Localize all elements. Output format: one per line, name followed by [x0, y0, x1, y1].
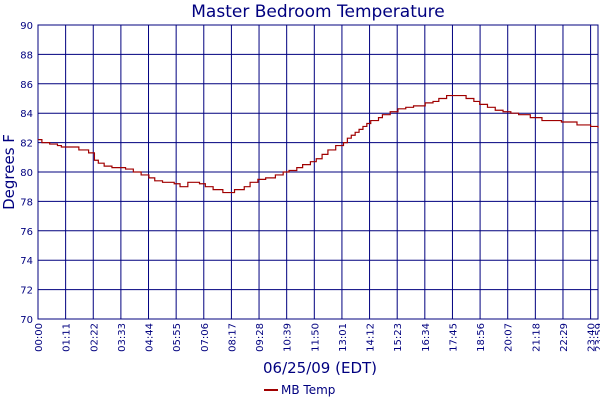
y-tick-label: 78 [20, 197, 33, 208]
y-axis-tick-labels: 70 72 74 76 78 80 82 84 86 88 90 [20, 21, 33, 326]
y-tick-label: 82 [20, 139, 33, 150]
x-tick-label: 01:11 [62, 323, 73, 352]
x-tick-label: 15:23 [393, 323, 404, 352]
x-tick-label: 20:07 [504, 323, 515, 352]
x-tick-label: 23:40 [587, 323, 598, 352]
x-tick-label: 04:44 [145, 323, 156, 352]
x-tick-label: 14:12 [366, 323, 377, 352]
x-tick-label: 17:45 [448, 323, 459, 352]
x-tick-label: 18:56 [476, 323, 487, 352]
y-tick-label: 90 [20, 21, 33, 32]
legend-label-mb-temp: MB Temp [281, 383, 335, 397]
horizontal-gridlines [38, 24, 598, 320]
x-tick-label: 08:17 [227, 323, 238, 352]
legend: MB Temp [264, 383, 335, 397]
y-tick-label: 72 [20, 286, 33, 297]
x-axis-label: 06/25/09 (EDT) [263, 359, 377, 377]
x-axis-tick-labels: 00:00 01:11 02:22 03:33 04:44 05:55 07:06 08:17… [34, 323, 600, 352]
y-axis-label: Degrees F [0, 134, 18, 210]
y-tick-label: 86 [20, 80, 33, 91]
series-line [38, 94, 599, 194]
x-tick-label: 11:50 [310, 323, 321, 352]
x-tick-label: 22:29 [559, 323, 570, 352]
x-tick-label: 05:55 [172, 323, 183, 352]
x-tick-label: 10:39 [283, 323, 294, 352]
x-tick-label: 21:18 [531, 323, 542, 352]
x-tick-label: 23:59 [594, 323, 600, 352]
x-tick-label: 02:22 [89, 323, 100, 352]
x-tick-label: 09:28 [255, 323, 266, 352]
x-tick-label: 13:01 [338, 323, 349, 352]
chart-title: Master Bedroom Temperature [191, 2, 444, 22]
plot-frame [37, 24, 599, 320]
y-tick-label: 88 [20, 50, 33, 61]
series-mb-temp [38, 94, 599, 194]
x-tick-label: 03:33 [117, 323, 128, 352]
y-tick-label: 76 [20, 227, 33, 238]
y-tick-label: 84 [20, 109, 33, 120]
y-tick-label: 70 [20, 315, 33, 326]
y-tick-label: 74 [20, 256, 33, 267]
x-tick-label: 07:06 [200, 323, 211, 352]
x-tick-label: 16:34 [421, 323, 432, 352]
x-tick-label: 00:00 [34, 323, 45, 352]
y-tick-label: 80 [20, 168, 33, 179]
